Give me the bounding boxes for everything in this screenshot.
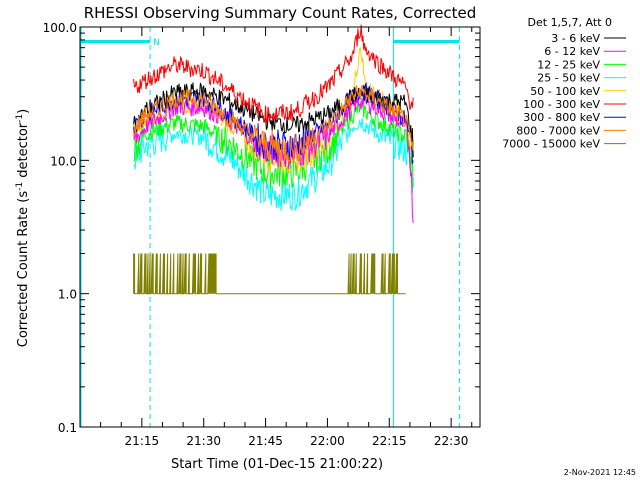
plot-frame [79, 26, 481, 428]
x-axis: 21:15 21:30 21:45 22:00 22:15 22:30 [100, 27, 473, 448]
legend-label: 6 - 12 keV [544, 45, 600, 58]
series-line-7000-15000-keV [133, 253, 406, 295]
x-axis-label: Start Time (01-Dec-15 21:00:22) [171, 457, 383, 472]
x-tick-label: 21:45 [248, 434, 283, 448]
series-line-25-50-keV [133, 117, 414, 212]
y-tick-label: 0.1 [58, 421, 77, 435]
night-flag-label: N [153, 38, 160, 48]
x-tick-label: 22:15 [372, 434, 407, 448]
legend-label: 100 - 300 keV [523, 98, 600, 111]
legend-label: 7000 - 15000 keV [502, 138, 600, 151]
night-flag-bar [393, 40, 460, 43]
series-line-12-25-keV [133, 100, 414, 190]
legend-label: 300 - 800 keV [523, 111, 600, 124]
plot-area: N [80, 24, 460, 427]
legend-label: 800 - 7000 keV [516, 124, 600, 137]
y-tick-label: 10.0 [50, 154, 77, 168]
legend-header: Det 1,5,7, Att 0 [528, 16, 612, 29]
x-tick-label: 22:30 [434, 434, 469, 448]
y-tick-label: 100.0 [43, 21, 77, 35]
x-tick-label: 21:15 [125, 434, 160, 448]
legend-label: 3 - 6 keV [551, 32, 600, 45]
chart-title: RHESSI Observing Summary Count Rates, Co… [84, 4, 477, 22]
x-tick-label: 22:00 [310, 434, 345, 448]
legend-label: 50 - 100 keV [530, 85, 600, 98]
y-tick-label: 1.0 [58, 288, 77, 302]
footer-date: 2-Nov-2021 12:45 [564, 468, 636, 477]
legend-label: 25 - 50 keV [537, 72, 600, 85]
series-line-100-300-keV [133, 24, 414, 124]
y-axis-label: Corrected Count Rate (s-1 detector-1) [15, 109, 31, 347]
night-flag-bar [80, 40, 151, 43]
x-tick-label: 21:30 [186, 434, 221, 448]
y-axis: 0.1 1.0 10.0 100.0 [43, 21, 480, 435]
legend-label: 12 - 25 keV [537, 58, 600, 71]
series-line-800-7000-keV [133, 84, 414, 164]
